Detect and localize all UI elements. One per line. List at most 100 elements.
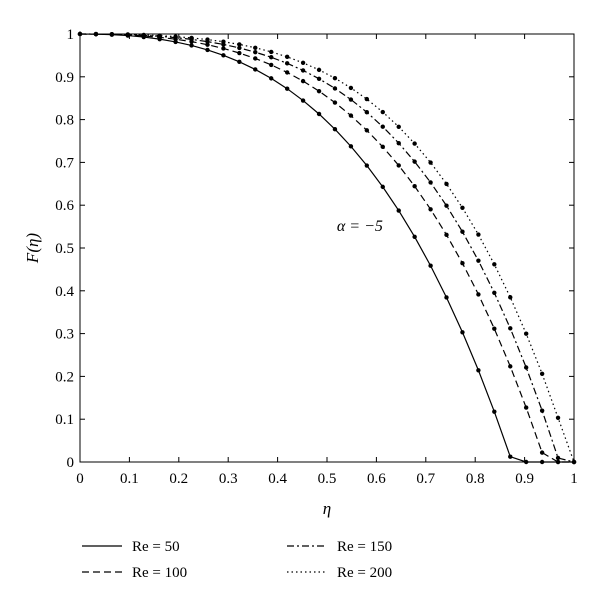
data-point bbox=[396, 208, 401, 213]
plot-area-border bbox=[79, 33, 575, 463]
data-point bbox=[492, 409, 497, 414]
axis-ticks: 0 0.1 0.2 0.3 0.4 0.5 0.6 0.7 0.8 0.9 1 0 0.1 0.2 0.3 0… bbox=[55, 27, 578, 487]
x-tick-label: 0.1 bbox=[120, 471, 139, 487]
series-line bbox=[79, 33, 574, 463]
data-point bbox=[444, 295, 449, 300]
data-point bbox=[269, 49, 274, 55]
series-4 bbox=[77, 31, 577, 465]
data-point bbox=[221, 53, 226, 58]
y-tick-label: 0.8 bbox=[55, 113, 74, 129]
data-point bbox=[364, 163, 370, 168]
data-point bbox=[476, 368, 481, 373]
data-point bbox=[237, 50, 242, 56]
data-point bbox=[444, 232, 449, 238]
legend-label: Re = 200 bbox=[337, 565, 392, 581]
data-point bbox=[332, 127, 338, 132]
y-tick-label: 1 bbox=[67, 27, 75, 43]
data-point bbox=[269, 55, 274, 60]
data-point bbox=[460, 260, 465, 266]
y-tick-label: 0.9 bbox=[55, 70, 74, 86]
data-point bbox=[555, 459, 561, 465]
series-2 bbox=[77, 31, 577, 465]
data-point bbox=[508, 454, 513, 459]
data-point bbox=[523, 405, 529, 410]
data-point bbox=[508, 326, 513, 331]
x-tick-label: 0.6 bbox=[367, 471, 386, 487]
x-tick-label: 1 bbox=[570, 471, 578, 487]
data-point bbox=[428, 160, 433, 165]
data-point bbox=[539, 408, 545, 413]
data-point bbox=[364, 110, 370, 115]
data-point bbox=[332, 75, 338, 81]
data-point bbox=[300, 68, 306, 73]
data-point bbox=[412, 234, 417, 240]
data-point bbox=[476, 292, 481, 297]
legend-item: Re = 150 bbox=[287, 539, 392, 555]
data-point bbox=[444, 203, 449, 208]
data-point bbox=[93, 31, 99, 37]
data-point bbox=[284, 61, 290, 66]
data-point bbox=[555, 455, 561, 461]
legend-item: Re = 200 bbox=[287, 565, 392, 581]
data-point bbox=[205, 47, 210, 53]
data-point bbox=[364, 128, 370, 133]
data-point bbox=[253, 67, 258, 72]
data-point bbox=[237, 59, 242, 64]
data-point bbox=[173, 34, 178, 39]
legend-label: Re = 50 bbox=[132, 539, 180, 555]
x-tick-label: 0.7 bbox=[416, 471, 435, 487]
data-point bbox=[555, 415, 561, 420]
data-point bbox=[189, 35, 194, 41]
data-point bbox=[476, 258, 481, 263]
legend-label: Re = 100 bbox=[132, 565, 187, 581]
y-tick-label: 0.3 bbox=[55, 327, 74, 343]
x-tick-label: 0.4 bbox=[268, 471, 287, 487]
data-point bbox=[412, 141, 417, 146]
x-tick-label: 0.5 bbox=[318, 471, 337, 487]
data-point bbox=[364, 96, 370, 102]
data-point bbox=[253, 56, 258, 61]
data-point bbox=[284, 70, 290, 75]
data-point bbox=[141, 32, 146, 38]
data-point bbox=[444, 181, 449, 187]
data-point bbox=[348, 113, 354, 118]
data-point bbox=[205, 42, 210, 47]
data-point bbox=[300, 78, 306, 84]
data-point bbox=[412, 159, 417, 164]
data-point bbox=[253, 45, 258, 50]
data-point bbox=[523, 331, 529, 336]
data-point bbox=[412, 184, 417, 189]
data-point bbox=[332, 100, 338, 105]
data-point bbox=[396, 163, 401, 168]
data-point bbox=[237, 42, 242, 47]
data-point bbox=[428, 207, 433, 212]
data-point bbox=[77, 31, 83, 37]
legend-item: Re = 50 bbox=[82, 539, 180, 555]
data-point bbox=[125, 32, 131, 37]
data-point bbox=[348, 97, 354, 102]
data-point bbox=[237, 45, 242, 51]
alpha-annotation: α = −5 bbox=[337, 218, 383, 235]
y-tick-label: 0.6 bbox=[55, 198, 74, 214]
data-point bbox=[316, 111, 322, 117]
data-point bbox=[539, 371, 545, 376]
data-point bbox=[396, 124, 401, 129]
x-tick-label: 0.3 bbox=[219, 471, 238, 487]
legend: Re = 50 Re = 100 Re = 150 Re = 200 bbox=[82, 539, 392, 581]
data-point bbox=[300, 98, 306, 103]
data-point bbox=[571, 459, 577, 465]
y-tick-label: 0.2 bbox=[55, 369, 74, 385]
data-point bbox=[269, 76, 274, 81]
data-point bbox=[253, 49, 258, 55]
data-point bbox=[396, 140, 401, 146]
data-point bbox=[348, 85, 354, 91]
y-tick-label: 0.7 bbox=[55, 155, 74, 171]
series-line bbox=[79, 33, 575, 463]
data-point bbox=[221, 39, 226, 44]
data-point bbox=[508, 295, 513, 300]
data-point bbox=[284, 54, 290, 60]
data-point bbox=[492, 326, 497, 331]
data-point bbox=[348, 144, 354, 149]
y-axis-title: F(η) bbox=[23, 233, 42, 264]
